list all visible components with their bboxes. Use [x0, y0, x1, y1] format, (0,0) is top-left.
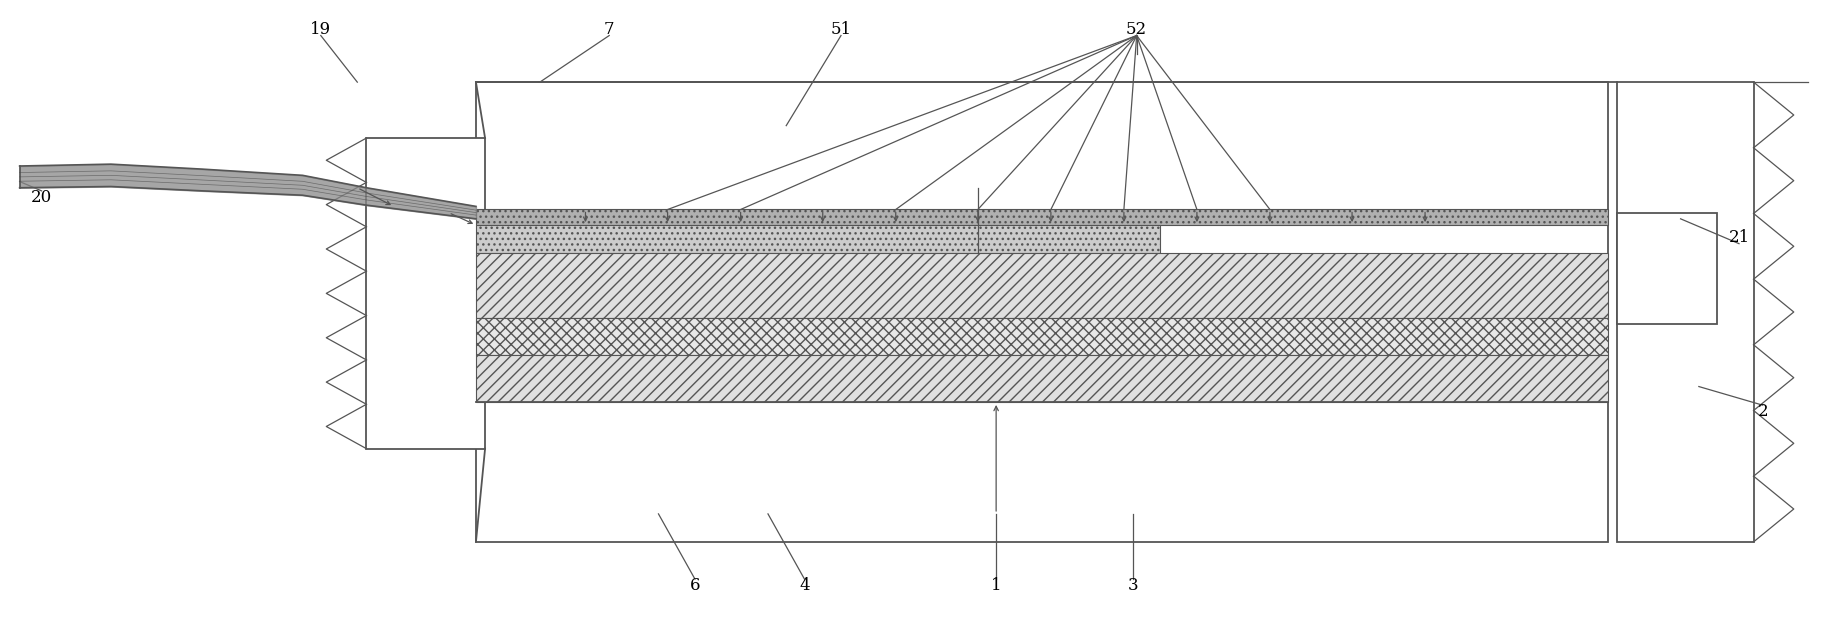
- Text: 51: 51: [830, 21, 852, 38]
- Text: 19: 19: [311, 21, 331, 38]
- Text: 1: 1: [991, 577, 1002, 594]
- Text: 52: 52: [1126, 21, 1148, 38]
- Text: 3: 3: [1128, 577, 1139, 594]
- Bar: [475, 253, 1607, 318]
- Bar: [475, 318, 1607, 356]
- Bar: [475, 82, 1607, 542]
- Bar: [366, 138, 484, 449]
- Text: 20: 20: [31, 188, 53, 205]
- Text: 6: 6: [689, 577, 700, 594]
- Bar: [1616, 213, 1716, 324]
- Text: 4: 4: [799, 577, 810, 594]
- Text: 7: 7: [603, 21, 614, 38]
- Text: 2: 2: [1757, 403, 1768, 420]
- Bar: [475, 210, 1607, 225]
- Bar: [475, 225, 1161, 253]
- Text: 21: 21: [1729, 229, 1749, 246]
- Bar: [475, 356, 1607, 402]
- Bar: [1616, 82, 1753, 542]
